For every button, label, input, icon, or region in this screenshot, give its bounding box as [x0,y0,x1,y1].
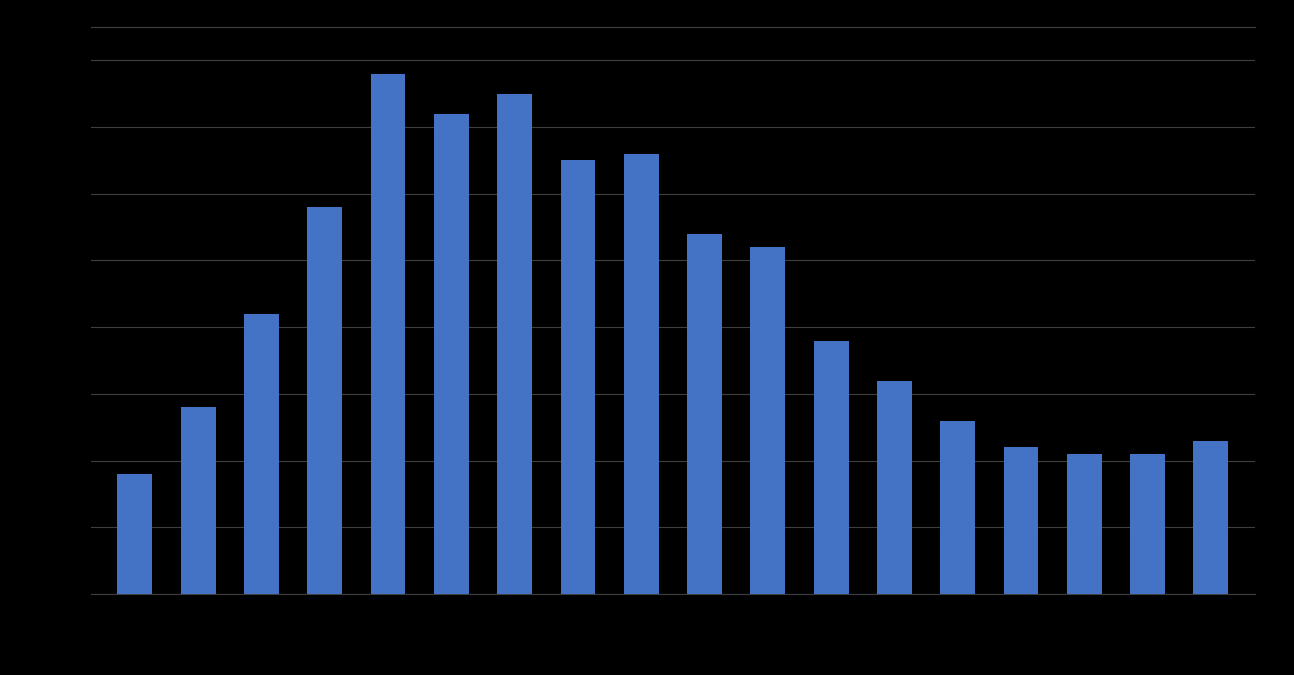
Bar [941,421,976,594]
Bar [118,474,153,594]
Bar [814,340,849,594]
Bar [308,207,342,594]
Bar [1066,454,1101,594]
Bar [245,314,280,594]
Bar [1004,448,1038,594]
Bar [370,74,405,594]
Bar [1130,454,1165,594]
Bar [877,381,912,594]
Bar [433,113,468,594]
Bar [181,407,216,594]
Bar [624,154,659,594]
Bar [687,234,722,594]
Bar [560,161,595,594]
Bar [1193,441,1228,594]
Bar [497,94,532,594]
Bar [751,247,785,594]
